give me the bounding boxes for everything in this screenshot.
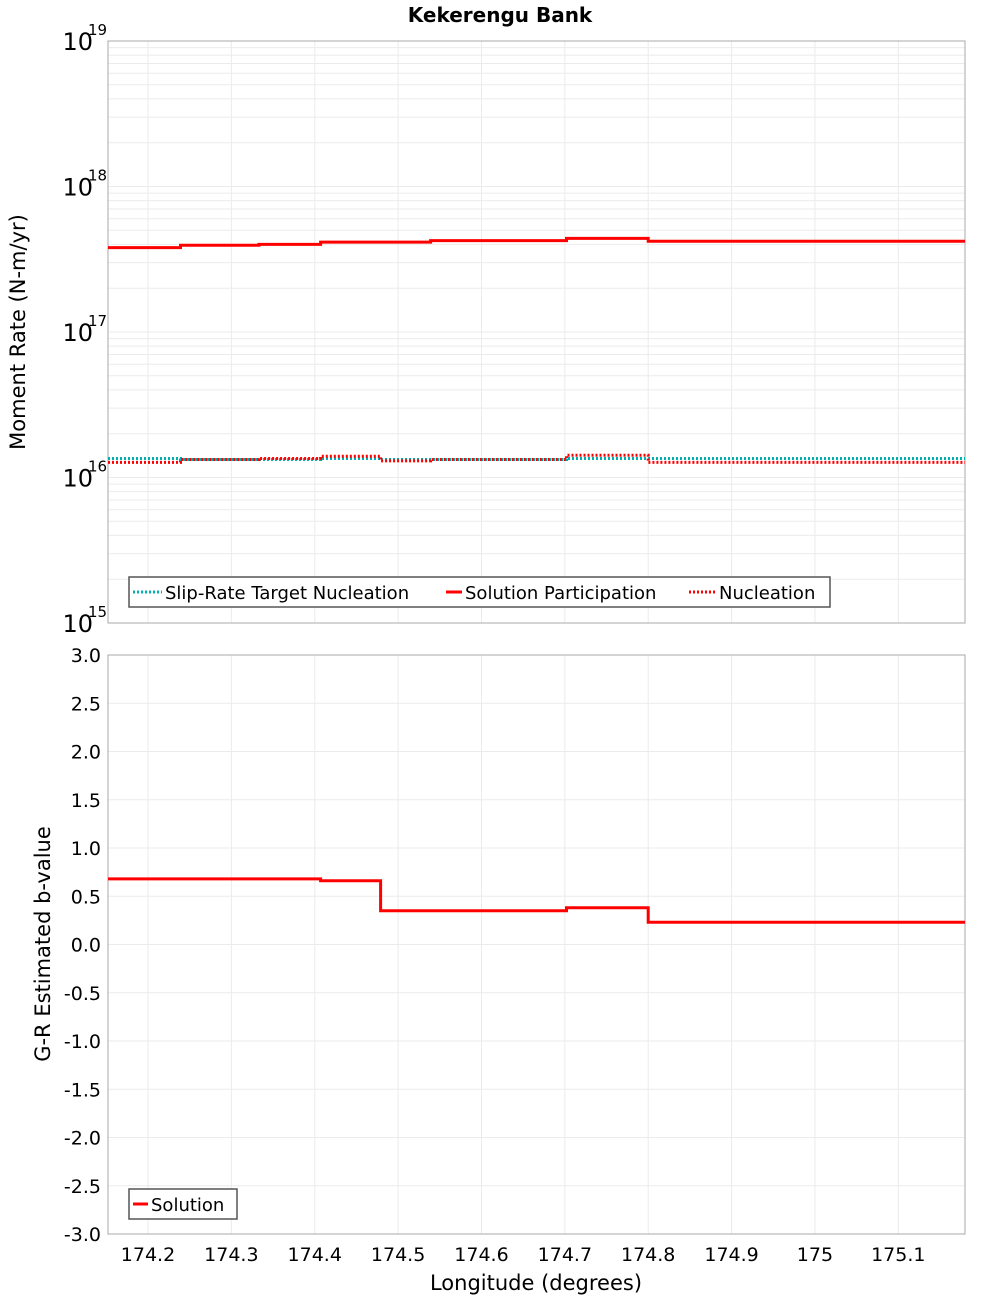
bottom-legend: Solution [128,1188,238,1220]
top-y-axis-label: Moment Rate (N-m/yr) [6,214,30,450]
y-tick-label: 10 [62,610,93,638]
y-tick-label: 0.5 [71,886,101,908]
series-line [108,877,965,924]
y-tick-label: 1.5 [71,790,101,812]
x-tick-label: 174.5 [371,1244,425,1266]
y-tick-label: -0.5 [64,983,101,1005]
x-tick-label: 174.2 [121,1244,175,1266]
y-tick-label: 2.5 [71,693,101,715]
series-line [108,453,965,464]
y-tick-label: -1.5 [64,1079,101,1101]
bottom-plot-frame [107,654,966,1235]
series-line [108,236,965,250]
legend-label-solution-participation: Solution Participation [465,583,656,604]
top-plot-frame [107,40,966,624]
y-tick-label: 2.0 [71,742,101,764]
y-tick-label: 3.0 [71,645,101,667]
x-tick-label: 175.1 [871,1244,925,1266]
bottom-y-ticks: 3.0 2.5 2.0 1.5 1.0 0.5 0.0 -0.5 -1.0 -1.5 -2.0 -2.… [64,645,101,1246]
y-tick-label: 10 [62,319,93,347]
y-tick-label: 0.0 [71,935,101,957]
bottom-y-axis-label: G-R Estimated b-value [31,826,55,1062]
y-tick-exponent: 15 [88,603,107,621]
bottom-grid [108,654,965,1235]
y-tick-label: -2.5 [64,1176,101,1198]
x-tick-label: 175 [797,1244,833,1266]
y-tick-label: 10 [62,465,93,493]
y-tick-label: -3.0 [64,1224,101,1246]
top-grid [108,41,965,624]
y-tick-label: -2.0 [64,1128,101,1150]
y-tick-exponent: 17 [88,312,107,330]
x-tick-label: 174.3 [204,1244,258,1266]
top-legend: Slip-Rate Target Nucleation Solution Par… [128,576,831,608]
x-tick-label: 174.9 [704,1244,758,1266]
legend-label-solution: Solution [151,1195,224,1216]
y-tick-label: -1.0 [64,1031,101,1053]
x-tick-label: 174.7 [538,1244,592,1266]
x-tick-label: 174.6 [454,1244,508,1266]
y-tick-exponent: 18 [88,167,107,185]
y-tick-exponent: 16 [88,458,107,476]
y-tick-exponent: 19 [88,21,107,39]
x-axis-label: Longitude (degrees) [430,1271,642,1295]
x-ticks: 174.2 174.3 174.4 174.5 174.6 174.7 174.8 174.9… [121,1244,926,1266]
y-tick-label: 10 [62,28,93,56]
bottom-series [108,877,965,924]
x-tick-label: 174.8 [621,1244,675,1266]
y-tick-label: 1.0 [71,838,101,860]
legend-label-nucleation: Nucleation [719,583,815,604]
chart-title: Kekerengu Bank [408,3,593,27]
x-tick-label: 174.4 [288,1244,342,1266]
y-tick-label: 10 [62,174,93,202]
top-series [108,236,965,464]
bottom-panel: 3.0 2.5 2.0 1.5 1.0 0.5 0.0 -0.5 -1.0 -1.5 -2.0 -2.… [31,645,966,1246]
legend-label-slip-rate-target: Slip-Rate Target Nucleation [165,583,409,604]
